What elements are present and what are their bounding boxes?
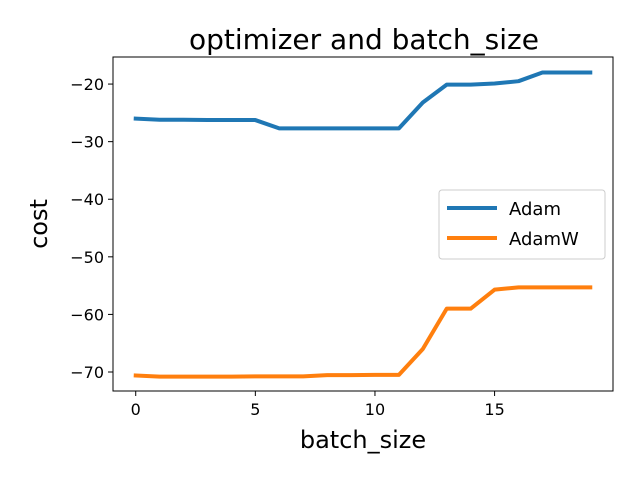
legend-label-adam: Adam	[509, 199, 561, 220]
x-tick-label: 10	[365, 400, 385, 419]
y-tick-label: −70	[70, 363, 104, 382]
y-axis-title: cost	[25, 199, 53, 249]
chart-title: optimizer and batch_size	[189, 23, 539, 56]
legend: Adam AdamW	[438, 189, 606, 260]
series-line-adamw	[133, 285, 593, 379]
y-tick-label: −50	[70, 248, 104, 267]
series-line-adam	[133, 70, 593, 131]
x-tick-label: 15	[484, 400, 504, 419]
x-axis-title: batch_size	[300, 426, 426, 454]
y-tick-label: −40	[70, 190, 104, 209]
y-tick-label: −60	[70, 305, 104, 324]
x-axis-ticks: 0 5 10 15	[131, 391, 505, 419]
x-tick-label: 0	[131, 400, 141, 419]
y-tick-label: −20	[70, 75, 104, 94]
legend-label-adamw: AdamW	[509, 229, 579, 250]
plot-frame	[112, 56, 614, 392]
plot-lines	[133, 70, 593, 379]
x-tick-label: 5	[250, 400, 260, 419]
y-tick-label: −30	[70, 133, 104, 152]
y-axis-ticks: −70 −60 −50 −40 −30 −20	[70, 75, 113, 382]
